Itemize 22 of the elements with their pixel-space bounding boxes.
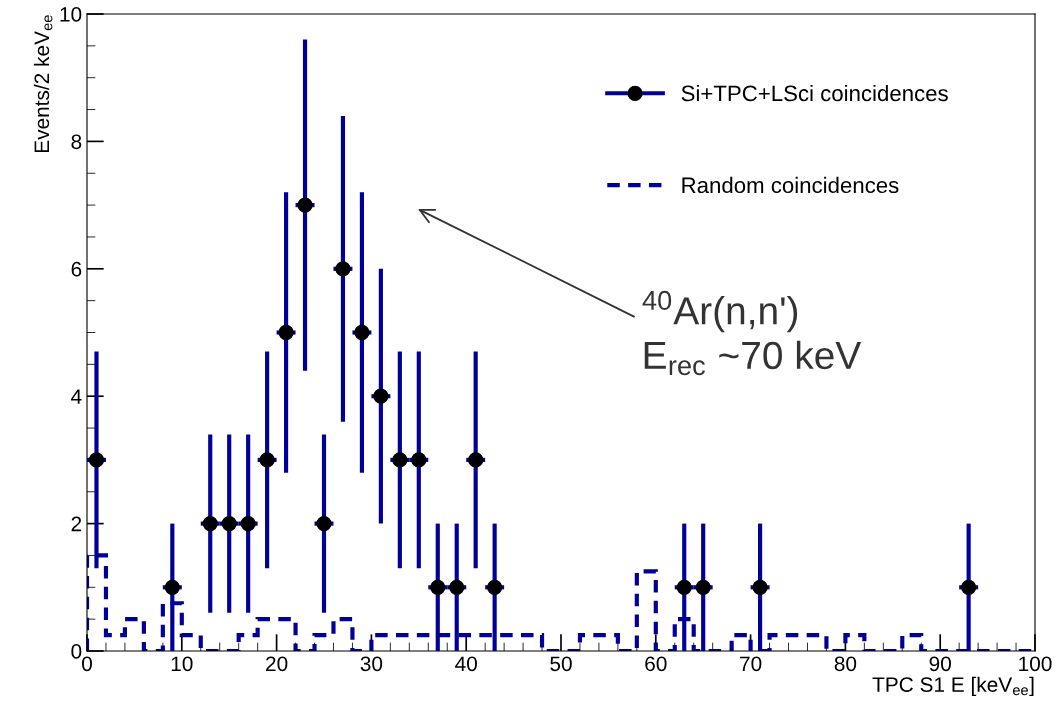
x-tick-label: 0 (82, 656, 92, 672)
x-axis-title: TPC S1 E [keV$_{ee}$] (872, 676, 1034, 697)
x-tick-label: 70 (740, 656, 762, 672)
x-tick-label: 20 (266, 656, 288, 672)
x-tick-label: 50 (550, 656, 572, 672)
x-tick-label: 100 (1019, 656, 1052, 672)
y-tick-label: 8 (71, 134, 82, 150)
y-tick-label: 0 (71, 644, 82, 659)
annotation: $^{40}$Ar(n,n') E$_{rec}$ ~70 keV (642, 290, 862, 376)
x-tick-label: 60 (645, 656, 667, 672)
y-tick-label: 6 (71, 261, 82, 277)
y-axis-title: Events/2 keV$_{ee}$ (33, 15, 53, 153)
x-tick-label: 90 (929, 656, 951, 672)
x-tick-label: 30 (360, 656, 383, 672)
legend-label: Si+TPC+LSci coincidences (681, 84, 948, 102)
y-tick-label: 4 (71, 389, 82, 404)
x-tick-label: 40 (455, 656, 477, 672)
x-tick-label: 80 (834, 656, 857, 672)
y-tick-label: 10 (60, 7, 82, 22)
legend-label: Random coincidences (682, 176, 899, 194)
y-tick-label: 2 (71, 516, 82, 532)
x-tick-label: 10 (171, 656, 193, 672)
